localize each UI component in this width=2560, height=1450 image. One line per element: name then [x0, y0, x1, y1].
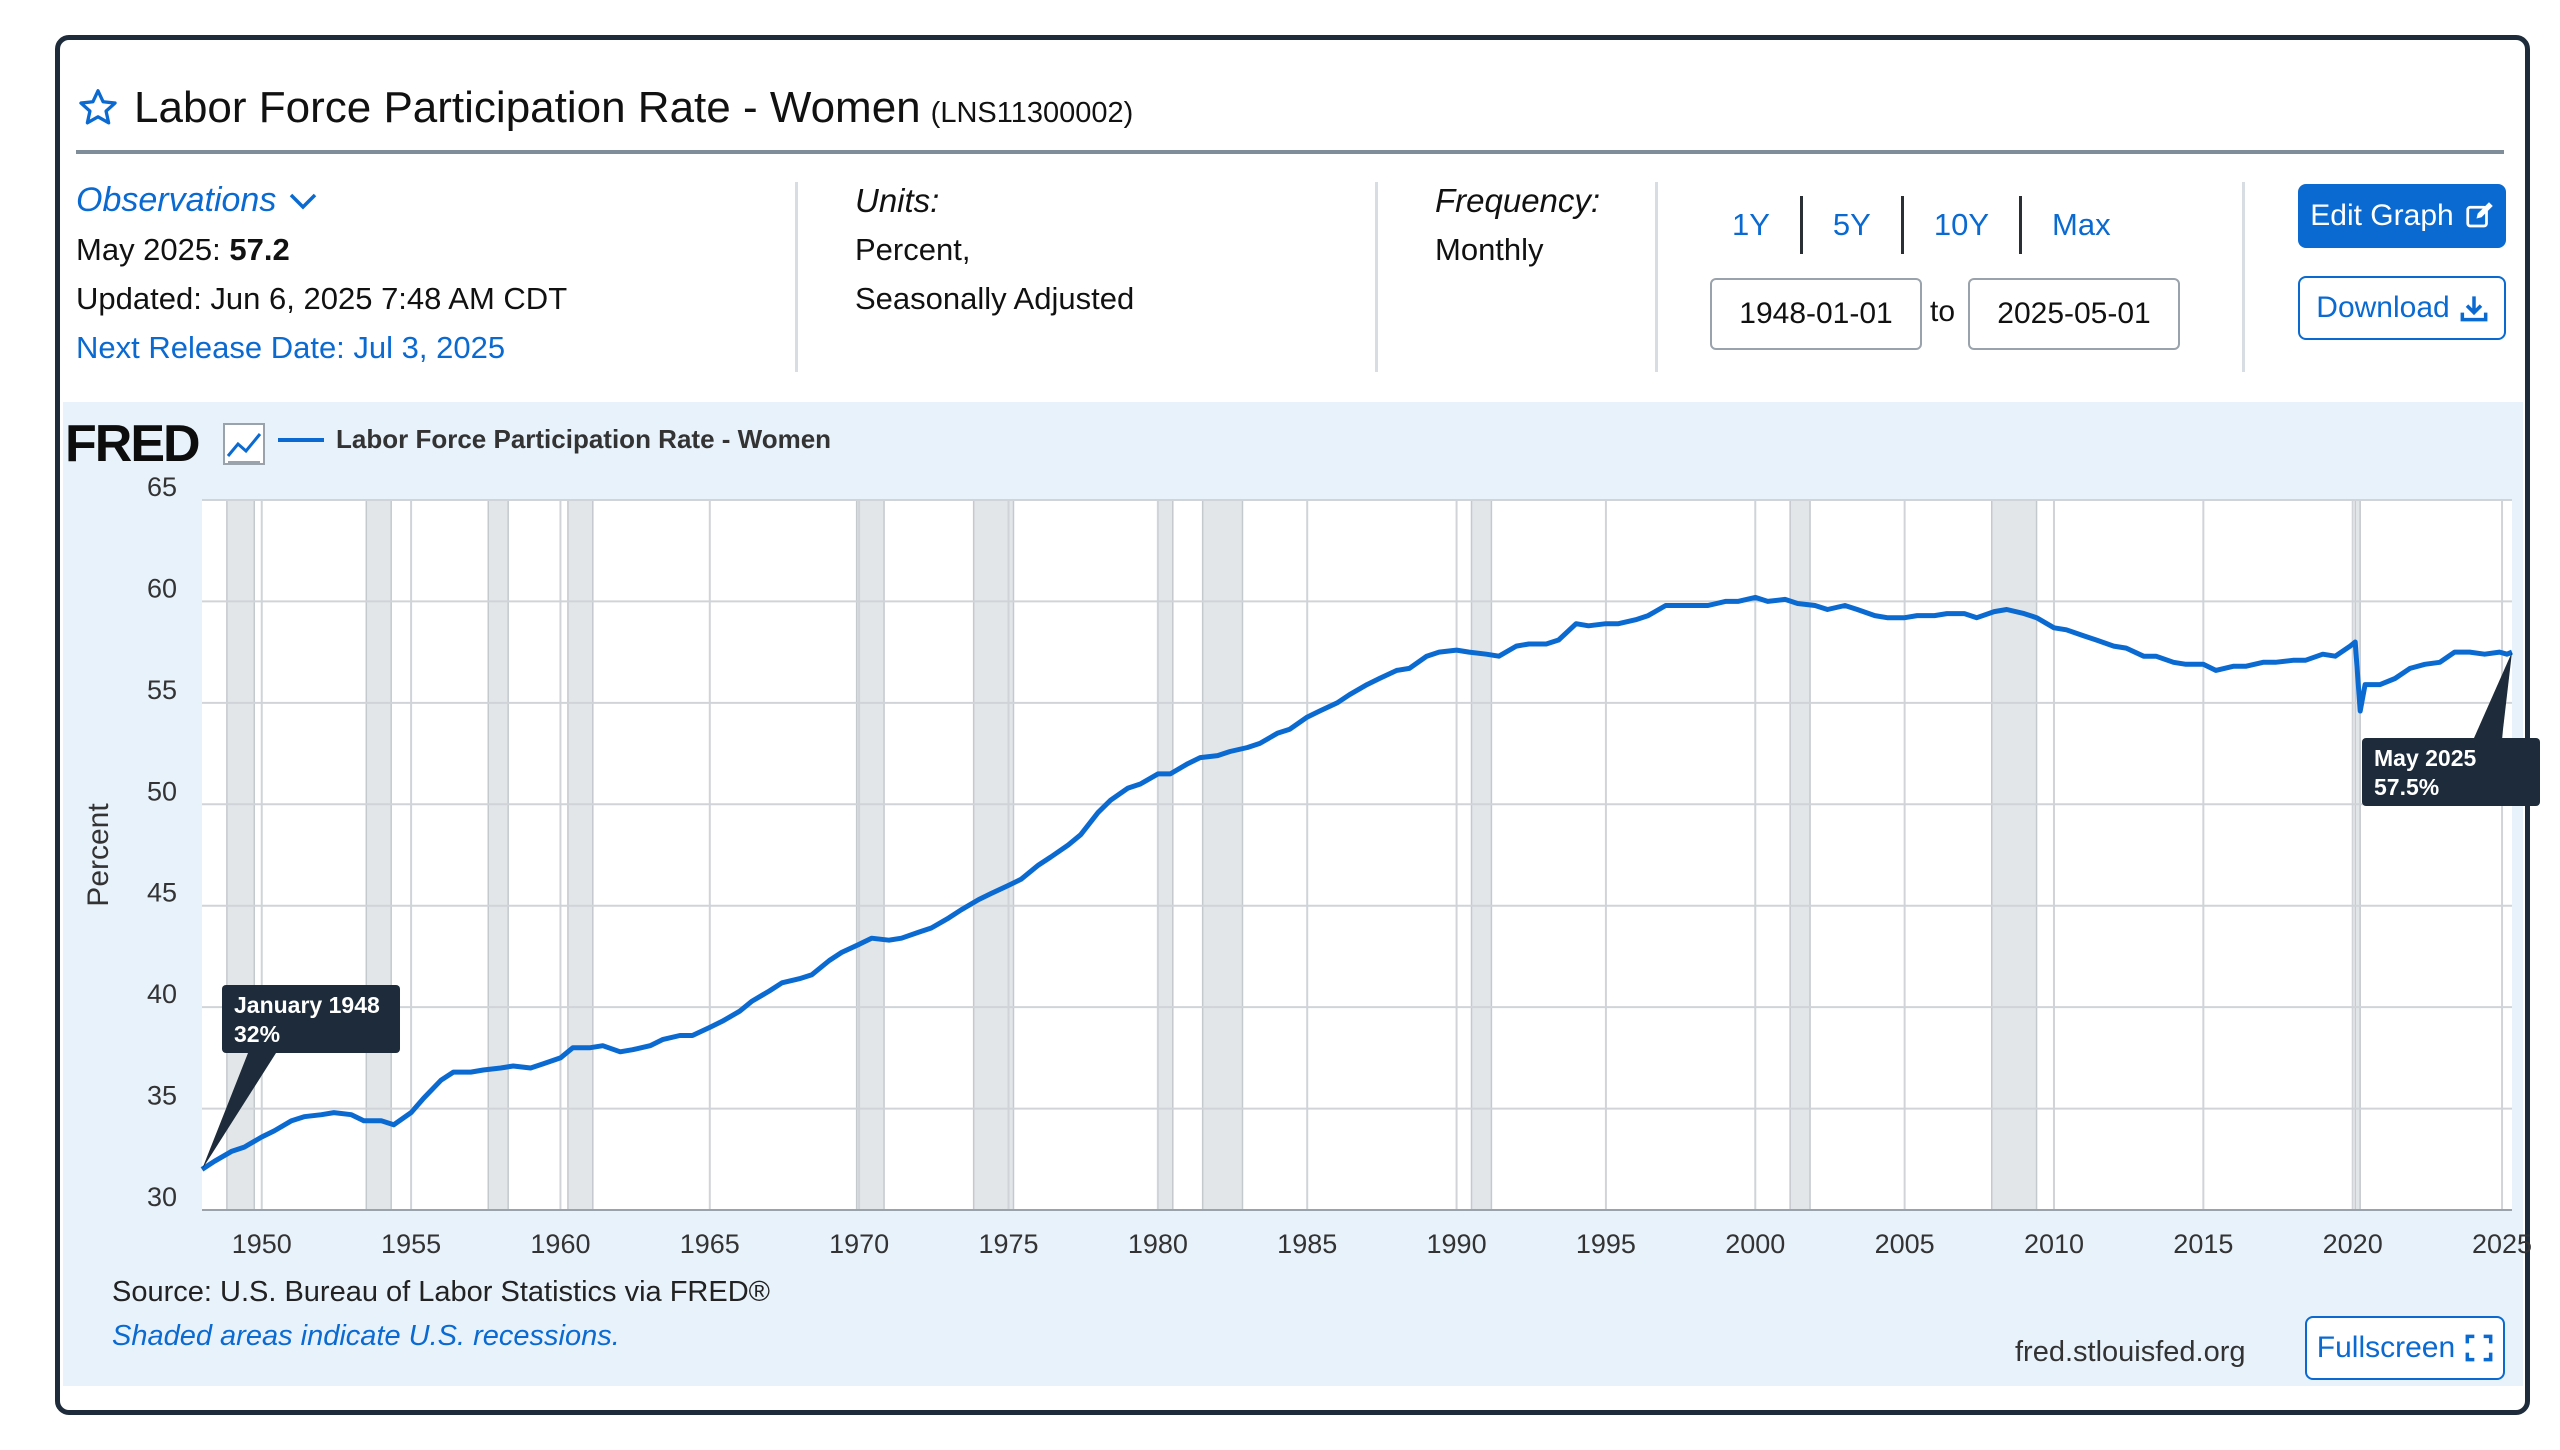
- legend: Labor Force Participation Rate - Women: [278, 424, 831, 455]
- divider: [1655, 182, 1658, 372]
- range-buttons: 1Y 5Y 10Y Max: [1702, 196, 2141, 254]
- range-10y-button[interactable]: 10Y: [1933, 207, 1990, 242]
- annotation-value: 32%: [234, 1021, 280, 1047]
- updated-text: Updated: Jun 6, 2025 7:48 AM CDT: [76, 281, 568, 316]
- range-1y-button[interactable]: 1Y: [1732, 207, 1770, 242]
- y-tick-label: 55: [147, 675, 177, 705]
- recession-band: [1470, 499, 1493, 1211]
- start-date-input[interactable]: 1948-01-01: [1710, 278, 1922, 350]
- frequency-block: Frequency: Monthly: [1435, 176, 1600, 274]
- title-row: Labor Force Participation Rate - Women (…: [76, 78, 1133, 138]
- recession-band: [2354, 499, 2361, 1211]
- fred-url[interactable]: fred.stlouisfed.org: [2015, 1336, 2246, 1368]
- recession-band: [567, 499, 594, 1211]
- chevron-down-icon: [290, 193, 317, 209]
- recession-band: [1157, 499, 1174, 1211]
- annotation-pointer: [202, 1053, 276, 1170]
- range-max-button[interactable]: Max: [2052, 207, 2111, 242]
- y-axis-label: Percent: [82, 803, 115, 907]
- fred-logo: FRED: [65, 415, 201, 473]
- recession-band: [855, 499, 885, 1211]
- x-tick-label: 1985: [1277, 1229, 1337, 1259]
- x-tick-label: 1970: [829, 1229, 889, 1259]
- divider: [795, 182, 798, 372]
- legend-label: Labor Force Participation Rate - Women: [336, 424, 832, 454]
- x-tick-label: 2005: [1875, 1229, 1935, 1259]
- annotation-box: [222, 985, 400, 1053]
- x-tick-label: 1995: [1576, 1229, 1636, 1259]
- plot-area: [202, 500, 2512, 1210]
- annotation-date: May 2025: [2374, 745, 2477, 771]
- annotation-date: January 1948: [234, 992, 380, 1018]
- range-separator: [1900, 196, 1904, 254]
- star-icon[interactable]: [76, 86, 120, 130]
- annotation-pointer: [2474, 652, 2512, 738]
- units-line2: Seasonally Adjusted: [855, 281, 1135, 316]
- x-tick-label: 1990: [1427, 1229, 1487, 1259]
- x-tick-label: 2020: [2323, 1229, 2383, 1259]
- units-block: Units: Percent, Seasonally Adjusted: [855, 176, 1134, 323]
- edit-graph-label: Edit Graph: [2310, 199, 2454, 232]
- fullscreen-icon: [2465, 1334, 2493, 1362]
- latest-observation: May 2025: 57.2: [76, 225, 567, 274]
- y-tick-label: 30: [147, 1182, 177, 1212]
- range-5y-button[interactable]: 5Y: [1832, 207, 1871, 242]
- y-tick-label: 50: [147, 776, 177, 806]
- units-line1: Percent,: [855, 232, 971, 267]
- title-divider: [76, 150, 2504, 154]
- x-tick-label: 1955: [381, 1229, 441, 1259]
- range-separator: [1799, 196, 1803, 254]
- y-tick-label: 40: [147, 979, 177, 1009]
- observations-toggle[interactable]: Observations: [76, 176, 567, 225]
- x-tick-label: 2010: [2024, 1229, 2084, 1259]
- divider: [1375, 182, 1378, 372]
- observations-label: Observations: [76, 181, 277, 219]
- y-tick-label: 45: [147, 878, 177, 908]
- x-tick-label: 1960: [530, 1229, 590, 1259]
- recession-band: [1991, 499, 2038, 1211]
- page-title: Labor Force Participation Rate - Women: [134, 83, 921, 132]
- recession-band: [487, 499, 509, 1211]
- y-tick-label: 35: [147, 1081, 177, 1111]
- x-tick-label: 1950: [232, 1229, 292, 1259]
- download-button[interactable]: Download: [2298, 276, 2506, 340]
- latest-observation-label: May 2025:: [76, 232, 230, 267]
- x-tick-label: 1965: [680, 1229, 740, 1259]
- units-label: Units:: [855, 182, 940, 219]
- y-tick-label: 60: [147, 573, 177, 603]
- source-text: Source: U.S. Bureau of Labor Statistics …: [112, 1276, 771, 1308]
- edit-graph-button[interactable]: Edit Graph: [2298, 184, 2506, 248]
- recession-band: [972, 499, 1015, 1211]
- download-label: Download: [2316, 291, 2450, 324]
- frequency-label: Frequency:: [1435, 182, 1601, 219]
- to-label: to: [1930, 295, 1956, 328]
- x-tick-label: 2000: [1725, 1229, 1785, 1259]
- annotation-box: [2362, 738, 2540, 806]
- download-icon: [2460, 296, 2488, 322]
- annotation-value: 57.5%: [2374, 774, 2439, 800]
- series-line: [200, 594, 2513, 1172]
- recession-note: Shaded areas indicate U.S. recessions.: [112, 1320, 620, 1352]
- x-tick-label: 1975: [978, 1229, 1038, 1259]
- latest-observation-value: 57.2: [229, 232, 290, 267]
- next-release-link[interactable]: Next Release Date: Jul 3, 2025: [76, 330, 506, 365]
- end-date-input[interactable]: 2025-05-01: [1968, 278, 2180, 350]
- x-tick-label: 2025: [2472, 1229, 2532, 1259]
- divider: [2242, 182, 2245, 372]
- line-chart-icon: [223, 423, 265, 465]
- edit-icon: [2466, 202, 2493, 228]
- range-separator: [2019, 196, 2023, 254]
- x-tick-label: 1980: [1128, 1229, 1188, 1259]
- recession-band: [1201, 499, 1244, 1211]
- series-id: (LNS11300002): [930, 96, 1134, 129]
- recession-band: [365, 499, 392, 1211]
- fullscreen-label: Fullscreen: [2316, 1331, 2456, 1364]
- observations-block: Observations May 2025: 57.2 Updated: Jun…: [76, 176, 567, 372]
- fullscreen-button[interactable]: Fullscreen: [2305, 1316, 2505, 1380]
- x-tick-label: 2015: [2173, 1229, 2233, 1259]
- legend-swatch: [278, 437, 324, 442]
- y-tick-label: 65: [147, 472, 177, 502]
- frequency-value: Monthly: [1435, 232, 1544, 267]
